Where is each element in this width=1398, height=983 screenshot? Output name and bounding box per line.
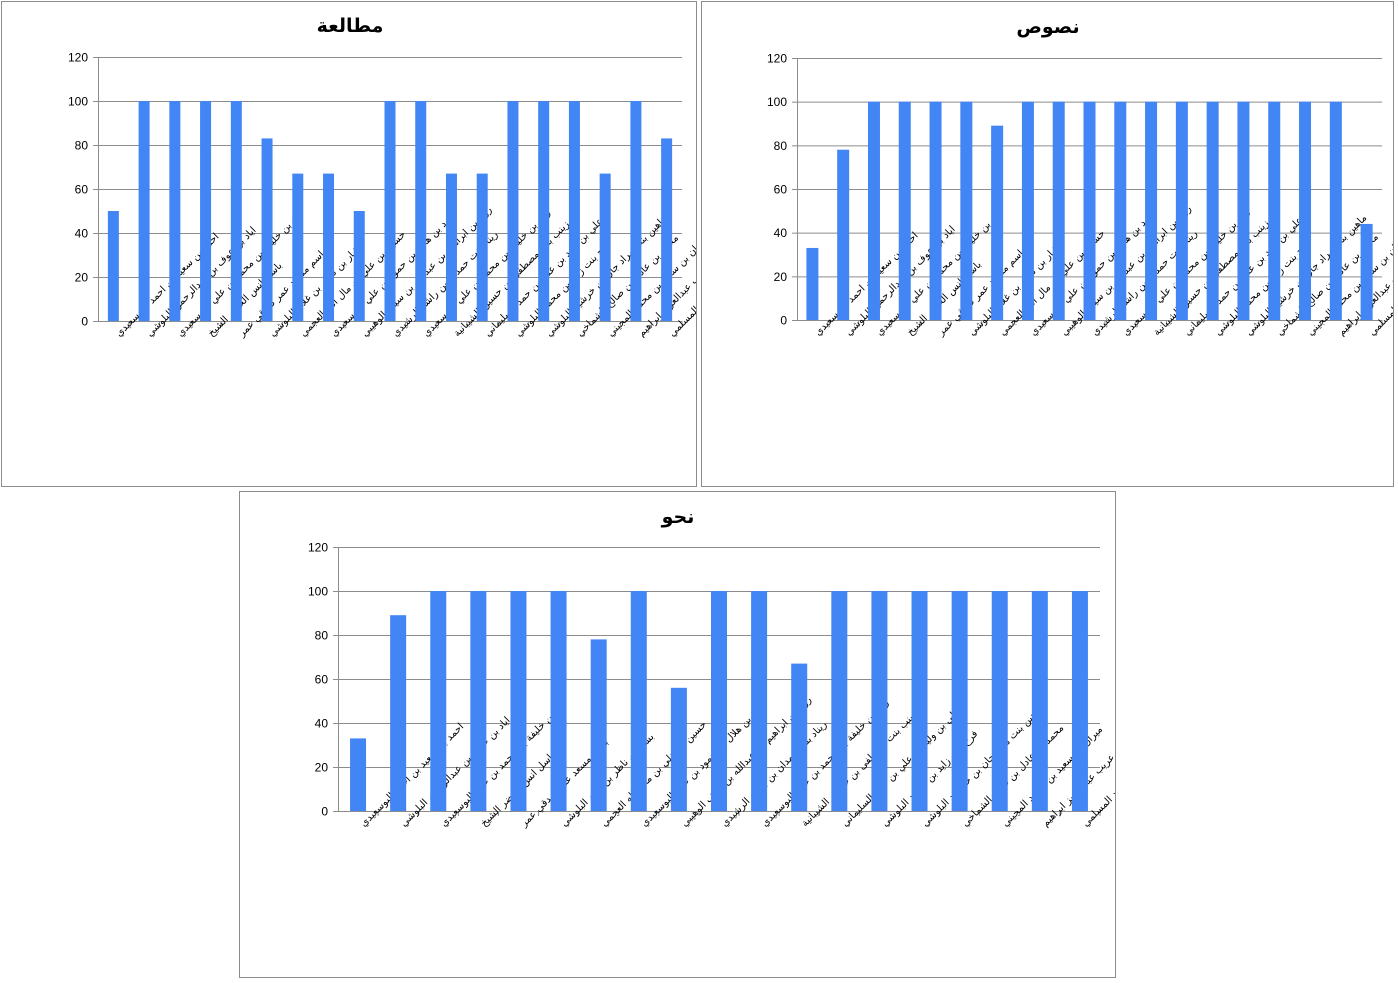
bar <box>711 591 727 811</box>
y-tick-label: 60 <box>315 673 329 687</box>
chart-title-nahw: نحو <box>661 506 695 528</box>
bar <box>1052 101 1065 321</box>
bar <box>1206 101 1219 321</box>
chart-title-nusus: نصوص <box>1016 16 1079 38</box>
bar <box>470 591 487 811</box>
y-tick-label: 80 <box>315 629 329 643</box>
bar <box>230 101 242 321</box>
bar <box>951 591 968 811</box>
y-tick-label: 120 <box>767 52 787 66</box>
bar <box>390 615 407 811</box>
y-tick-label: 100 <box>68 95 88 109</box>
bar <box>1021 101 1034 321</box>
bar <box>415 101 427 321</box>
bar <box>430 591 447 811</box>
bar <box>510 591 527 811</box>
bar <box>1145 101 1158 321</box>
bar <box>292 173 304 321</box>
bar <box>867 101 880 321</box>
chart-panel-mutalaa: مطالعة 0 20 40 60 80 100 120 احمد بن سعيد بن احم… <box>1 1 697 487</box>
y-tick-label: 40 <box>75 227 89 241</box>
bar <box>751 591 768 811</box>
bar <box>1031 591 1048 811</box>
y-tick-label: 120 <box>308 541 328 555</box>
chart-panel-nahw: نحو 0 20 40 60 80 100 120 احمد بن سعيد بن احمد ا… <box>239 491 1116 978</box>
y-tick-label: 120 <box>68 51 88 65</box>
bar <box>1360 223 1373 320</box>
chart-panel-nusus: نصوص 0 20 40 60 80 100 120 احمد بن سعيد بن احمد … <box>701 1 1394 487</box>
bar <box>791 663 808 811</box>
bar <box>261 138 273 321</box>
bar <box>960 101 973 321</box>
bar <box>670 687 687 811</box>
bar <box>1083 101 1096 321</box>
bar <box>538 101 550 321</box>
y-tick-label: 20 <box>75 271 89 285</box>
bar <box>445 173 457 321</box>
y-tick-label: 60 <box>774 183 788 197</box>
chart-title-mutalaa: مطالعة <box>317 15 384 37</box>
bar <box>599 173 611 321</box>
y-tick-label: 80 <box>75 139 89 153</box>
bar <box>590 639 607 811</box>
bar <box>350 738 367 811</box>
bar <box>507 101 519 321</box>
bar <box>630 591 647 811</box>
y-tick-label: 60 <box>75 183 89 197</box>
bar <box>991 591 1008 811</box>
bar <box>1329 101 1342 321</box>
bar <box>1299 101 1312 321</box>
bar <box>138 101 150 321</box>
bar <box>353 211 365 321</box>
y-tick-label: 20 <box>774 270 788 284</box>
y-tick-label: 0 <box>81 315 88 329</box>
bar <box>1114 101 1127 321</box>
y-tick-label: 40 <box>774 226 788 240</box>
bar <box>323 173 335 321</box>
bar <box>991 125 1004 320</box>
bar <box>871 591 888 811</box>
bar <box>568 101 580 321</box>
y-tick-label: 0 <box>780 314 787 328</box>
bar <box>107 211 119 321</box>
y-tick-label: 20 <box>315 761 329 775</box>
bar <box>898 101 911 321</box>
bar <box>200 101 212 321</box>
bar <box>384 101 396 321</box>
y-tick-label: 40 <box>315 717 329 731</box>
bar <box>911 591 928 811</box>
bar <box>476 173 488 321</box>
bar <box>169 101 181 321</box>
y-tick-label: 100 <box>308 585 328 599</box>
bar <box>1175 101 1188 321</box>
bar <box>831 591 848 811</box>
bar <box>929 101 942 321</box>
y-tick-label: 0 <box>321 805 328 819</box>
y-tick-label: 100 <box>767 95 787 109</box>
bar <box>550 591 567 811</box>
bar <box>837 149 850 320</box>
bar <box>806 247 819 320</box>
bar <box>1237 101 1250 321</box>
bar <box>1071 591 1088 811</box>
bar <box>630 101 642 321</box>
y-tick-label: 80 <box>774 139 788 153</box>
bar <box>661 138 673 321</box>
bar <box>1268 101 1281 321</box>
